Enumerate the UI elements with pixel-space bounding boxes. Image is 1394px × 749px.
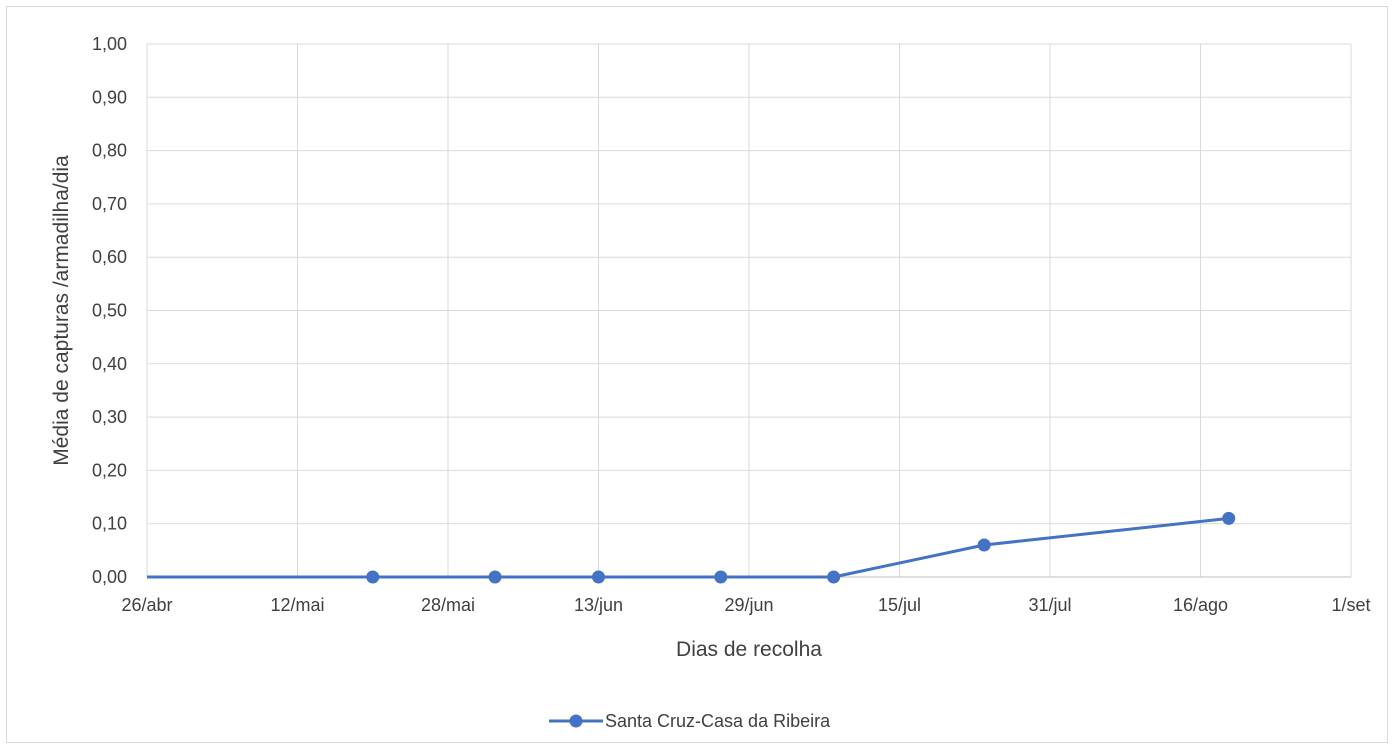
x-tick-label: 16/ago xyxy=(1173,595,1228,615)
data-point-marker xyxy=(827,570,841,584)
legend-label: Santa Cruz-Casa da Ribeira xyxy=(605,711,831,731)
y-tick-label: 0,80 xyxy=(92,141,127,161)
series-layer xyxy=(147,511,1236,584)
legend: Santa Cruz-Casa da Ribeira xyxy=(549,711,831,731)
gridlines xyxy=(146,43,1352,577)
x-tick-label: 29/jun xyxy=(724,595,773,615)
y-tick-label: 0,70 xyxy=(92,194,127,214)
data-point-marker xyxy=(1222,511,1236,525)
line-chart: 0,00 0,10 0,20 0,30 0,40 0,50 0,60 0,70 0,80 0,90… xyxy=(50,34,1371,731)
data-point-marker xyxy=(366,570,380,584)
chart-container: 0,00 0,10 0,20 0,30 0,40 0,50 0,60 0,70 0,80 0,90… xyxy=(6,6,1388,743)
y-tick-label: 0,00 xyxy=(92,567,127,587)
x-tick-label: 12/mai xyxy=(270,595,324,615)
data-point-marker xyxy=(977,538,991,552)
x-tick-label: 15/jul xyxy=(878,595,921,615)
x-tick-label: 28/mai xyxy=(421,595,475,615)
y-axis-tick-labels: 0,00 0,10 0,20 0,30 0,40 0,50 0,60 0,70 0,80 0,90… xyxy=(92,34,127,587)
y-tick-label: 1,00 xyxy=(92,34,127,54)
x-tick-label: 26/abr xyxy=(121,595,172,615)
y-tick-label: 0,40 xyxy=(92,354,127,374)
x-axis-title: Dias de recolha xyxy=(676,638,822,661)
legend-series-marker xyxy=(569,714,583,728)
x-axis-tick-labels: 26/abr 12/mai 28/mai 13/jun 29/jun 15/jul 31/j… xyxy=(121,595,1370,615)
y-tick-label: 0,50 xyxy=(92,301,127,321)
y-tick-label: 0,30 xyxy=(92,407,127,427)
y-tick-label: 0,90 xyxy=(92,87,127,107)
y-tick-label: 0,60 xyxy=(92,247,127,267)
series-line xyxy=(147,516,1229,579)
y-tick-label: 0,20 xyxy=(92,460,127,480)
data-point-marker xyxy=(592,570,605,584)
x-tick-label: 1/set xyxy=(1331,595,1370,615)
y-tick-label: 0,10 xyxy=(92,514,127,534)
data-point-marker xyxy=(488,570,502,584)
data-point-marker xyxy=(714,570,728,584)
x-tick-label: 13/jun xyxy=(574,595,623,615)
x-tick-label: 31/jul xyxy=(1028,595,1071,615)
y-axis-title: Média de capturas /armadilha/dia xyxy=(50,155,73,466)
